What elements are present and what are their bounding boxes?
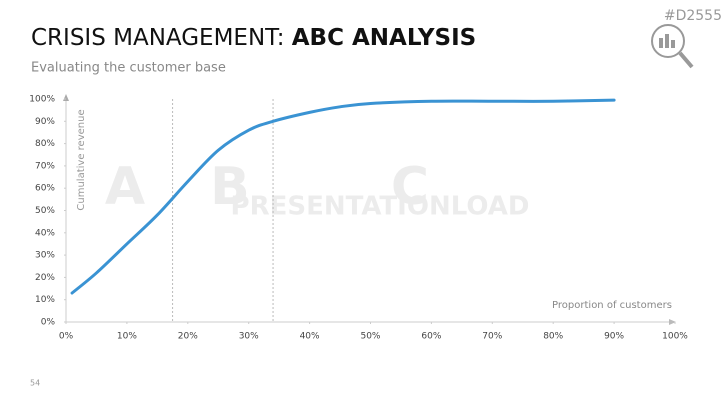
y-tick-label: 0% (41, 318, 56, 328)
icon (651, 24, 694, 69)
y-axis-title: Cumulative revenue (76, 109, 87, 210)
y-tick-label: 40% (35, 228, 55, 238)
zone-label: B (210, 157, 250, 217)
title-regular: CRISIS MANAGEMENT: (31, 25, 292, 51)
zone-label: A (105, 157, 145, 217)
x-tick-label: 50% (360, 332, 380, 342)
x-tick-label: 0% (59, 332, 74, 342)
y-tick-label: 90% (35, 117, 55, 127)
y-tick-label: 60% (35, 184, 55, 194)
x-tick-label: 20% (178, 332, 198, 342)
x-tick-label: 90% (604, 332, 624, 342)
x-tick-label: 80% (543, 332, 563, 342)
title: CRISIS MANAGEMENT: ABC ANALYSIS (31, 25, 476, 51)
page-number: 54 (30, 379, 40, 388)
x-axis-title: Proportion of customers (552, 300, 672, 311)
line (70, 98, 616, 295)
x-tick-label: 30% (239, 332, 259, 342)
x-tick-label: 70% (482, 332, 502, 342)
y-tick-label: 50% (35, 206, 55, 216)
subtitle: Evaluating the customer base (31, 61, 226, 76)
x-tick-label: 100% (662, 332, 688, 342)
y-tick-label: 20% (35, 273, 55, 283)
x-tick-label: 10% (117, 332, 137, 342)
zone-label: C (391, 157, 429, 217)
y-tick-label: 100% (29, 95, 55, 105)
y-tick-label: 10% (35, 295, 55, 305)
watermark: PRESENTATIONLOAD (231, 192, 530, 222)
y-tick-label: 70% (35, 161, 55, 171)
y-tick-label: 80% (35, 139, 55, 149)
x-tick-label: 40% (300, 332, 320, 342)
x-axis-arrow (669, 319, 676, 325)
title-bold: ABC ANALYSIS (292, 25, 476, 51)
y-axis-arrow (63, 94, 69, 101)
page-id: #D2555 (664, 8, 722, 24)
x-tick-label: 60% (421, 332, 441, 342)
y-tick-label: 30% (35, 251, 55, 261)
